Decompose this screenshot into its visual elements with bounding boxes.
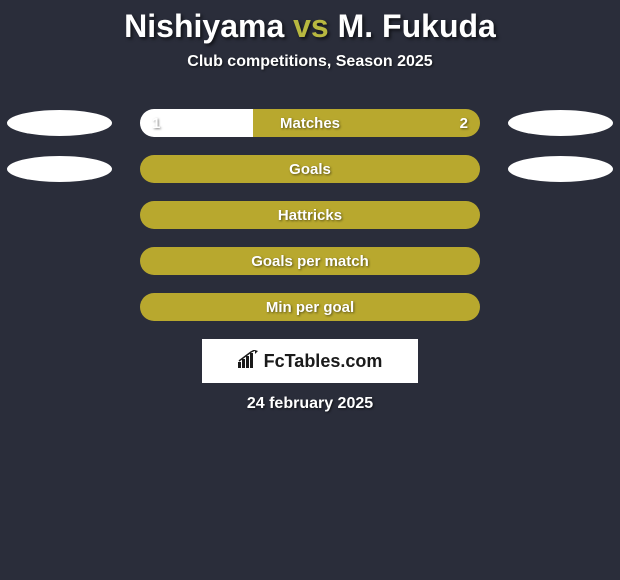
player1-oval xyxy=(7,156,112,182)
stat-bar: Goals per match xyxy=(140,247,480,275)
comparison-infographic: Nishiyama vs M. Fukuda Club competitions… xyxy=(0,0,620,413)
stat-row: Goals xyxy=(0,155,620,183)
vs-label: vs xyxy=(293,8,329,44)
player2-oval xyxy=(508,156,613,182)
chart-icon xyxy=(238,350,260,373)
logo: FcTables.com xyxy=(238,350,383,373)
stat-label: Min per goal xyxy=(140,293,480,321)
stat-row: Hattricks xyxy=(0,201,620,229)
page-title: Nishiyama vs M. Fukuda xyxy=(0,8,620,45)
stat-row: Matches1 2 xyxy=(0,109,620,137)
player1-oval xyxy=(7,110,112,136)
date-label: 24 february 2025 xyxy=(0,395,620,413)
stat-value-right: 2 xyxy=(460,109,468,137)
stat-bar: Matches1 2 xyxy=(140,109,480,137)
stat-row: Goals per match xyxy=(0,247,620,275)
player1-name: Nishiyama xyxy=(124,8,284,44)
stat-label: Goals xyxy=(140,155,480,183)
subtitle: Club competitions, Season 2025 xyxy=(0,53,620,71)
stat-row: Min per goal xyxy=(0,293,620,321)
player2-name: M. Fukuda xyxy=(338,8,496,44)
stat-bar: Goals xyxy=(140,155,480,183)
stat-label: Goals per match xyxy=(140,247,480,275)
stat-bar: Min per goal xyxy=(140,293,480,321)
stat-label: Matches xyxy=(140,109,480,137)
stat-label: Hattricks xyxy=(140,201,480,229)
logo-text: FcTables.com xyxy=(264,351,383,372)
logo-box: FcTables.com xyxy=(202,339,418,383)
stat-value-left: 1 xyxy=(152,109,160,137)
stat-bar: Hattricks xyxy=(140,201,480,229)
player2-oval xyxy=(508,110,613,136)
stat-rows: Matches1 2 Goals Hattricks Goals per match Mi… xyxy=(0,109,620,321)
